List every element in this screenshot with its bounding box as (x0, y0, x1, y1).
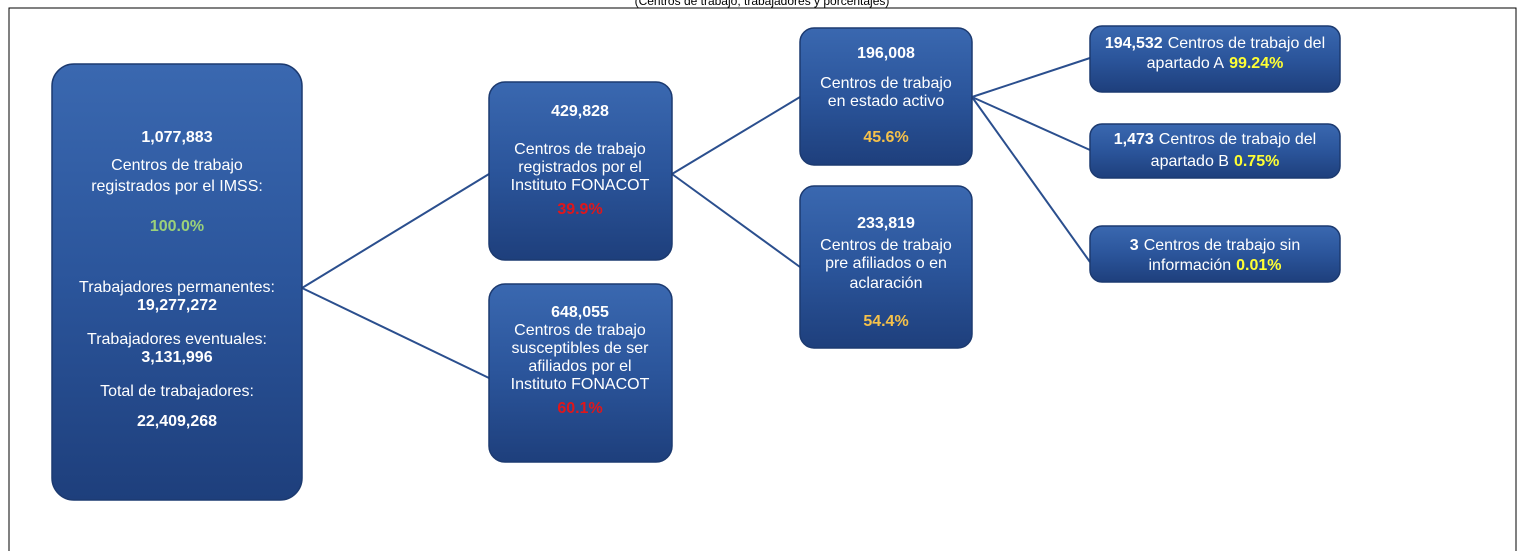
node: 194,532 Centros de trabajo del apartado A… (1089, 25, 1341, 93)
node-value: 3 (1130, 237, 1139, 254)
node-label: Instituto FONACOT (511, 376, 650, 393)
node-percent: 45.6% (863, 129, 908, 146)
node-label: afiliados por el (528, 358, 631, 375)
node-label: Centros de trabajo (111, 157, 243, 174)
node-label: apartado A (1147, 55, 1225, 72)
node: 3 Centros de trabajo sin información 0.01% (1089, 225, 1341, 283)
node-label: susceptibles de ser (512, 340, 650, 357)
node-value: 196,008 (857, 45, 915, 62)
node-detail: Total de trabajadores: (100, 383, 254, 400)
node-label: Centros de trabajo del (1168, 35, 1325, 52)
node-value: 429,828 (551, 103, 609, 120)
node-percent: 99.24% (1229, 55, 1283, 72)
node-detail: Trabajadores eventuales: (87, 331, 267, 348)
svg-text:apartado B0.75%: apartado B 0.75% (1151, 153, 1280, 170)
node-value: 648,055 (551, 304, 609, 321)
caption: (Centros de trabajo, trabajadores y porc… (635, 0, 890, 8)
node-label: Centros de trabajo (820, 237, 952, 254)
node-detail: 19,277,272 (137, 297, 217, 314)
node-label: información (1148, 257, 1231, 274)
connectors (301, 57, 1091, 379)
node-value: 1,473 (1114, 131, 1154, 148)
node-percent: 0.75% (1234, 153, 1279, 170)
node: 196,008 Centros de trabajo en estado act… (799, 27, 973, 166)
node: 429,828 Centros de trabajo registrados p… (488, 81, 673, 261)
node-detail: Trabajadores permanentes: (79, 279, 275, 296)
node-percent: 60.1% (557, 400, 602, 417)
node: 1,473 Centros de trabajo del apartado B 0.… (1089, 123, 1341, 179)
node-detail: 22,409,268 (137, 413, 217, 430)
node-value: 194,532 (1105, 35, 1163, 52)
node-label: registrados por el (518, 159, 642, 176)
svg-text:apartado A99.24%: apartado A 99.24% (1147, 55, 1284, 72)
node: 1,077,883 Centros de trabajo registrados… (51, 63, 303, 501)
node-label: registrados por el IMSS: (91, 178, 263, 195)
node-label: en estado activo (828, 93, 945, 110)
node: 648,055 Centros de trabajo susceptibles … (488, 283, 673, 463)
node-value: 1,077,883 (141, 129, 212, 146)
node-label: pre afiliados o en (825, 255, 947, 272)
node-label: Centros de trabajo (514, 322, 646, 339)
frame (8, 7, 1517, 551)
node-label: Centros de trabajo (820, 75, 952, 92)
node-label: apartado B (1151, 153, 1229, 170)
node-label: Centros de trabajo (514, 141, 646, 158)
node-label: aclaración (850, 275, 923, 292)
node-label: Instituto FONACOT (511, 177, 650, 194)
node-label: Centros de trabajo sin (1144, 237, 1301, 254)
node-percent: 0.01% (1236, 257, 1281, 274)
node-label: Centros de trabajo del (1159, 131, 1316, 148)
node-percent: 100.0% (150, 218, 204, 235)
node-percent: 54.4% (863, 313, 908, 330)
node-percent: 39.9% (557, 201, 602, 218)
node-value: 233,819 (857, 215, 915, 232)
node-detail: 3,131,996 (141, 349, 212, 366)
node: 233,819 Centros de trabajo pre afiliados… (799, 185, 973, 349)
